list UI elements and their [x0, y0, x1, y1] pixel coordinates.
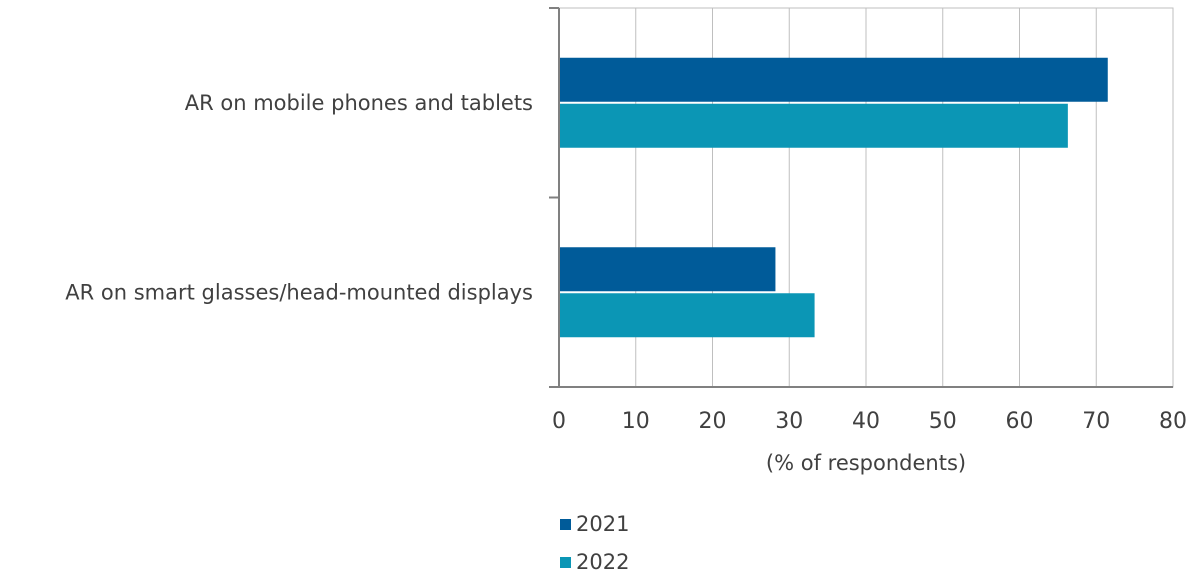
x-tick-label-30: 30	[775, 409, 803, 434]
bar-2022-mobile	[559, 103, 1068, 148]
bar-2022-glasses	[559, 293, 815, 338]
x-tick-label-40: 40	[852, 409, 880, 434]
category-label-1: AR on smart glasses/head-mounted display…	[65, 280, 533, 304]
bar-2021-mobile	[559, 57, 1108, 102]
x-tick-label-10: 10	[622, 409, 650, 434]
x-tick-label-50: 50	[929, 409, 957, 434]
legend: 2021 2022	[560, 505, 760, 581]
bars	[559, 57, 1108, 338]
x-tick-label-60: 60	[1006, 409, 1034, 434]
legend-item-2022: 2022	[560, 543, 760, 581]
legend-swatch-2022	[560, 556, 571, 568]
legend-label-2021: 2021	[576, 512, 630, 536]
axes	[549, 7, 1173, 388]
chart: 0 10 20 30 40 50 60 70 80 AR on mobile phones and…	[65, 7, 1187, 475]
legend-item-2021: 2021	[560, 505, 760, 543]
x-tick-label-70: 70	[1082, 409, 1110, 434]
legend-swatch-2021	[560, 518, 571, 530]
x-tick-label-0: 0	[552, 409, 566, 434]
x-tick-label-80: 80	[1159, 409, 1187, 434]
x-axis-title: (% of respondents)	[766, 451, 966, 475]
x-tick-label-20: 20	[699, 409, 727, 434]
legend-label-2022: 2022	[576, 550, 630, 574]
labels: 0 10 20 30 40 50 60 70 80 AR on mobile phones and…	[65, 91, 1187, 434]
category-label-0: AR on mobile phones and tablets	[185, 91, 533, 115]
bar-2021-glasses	[559, 247, 776, 292]
